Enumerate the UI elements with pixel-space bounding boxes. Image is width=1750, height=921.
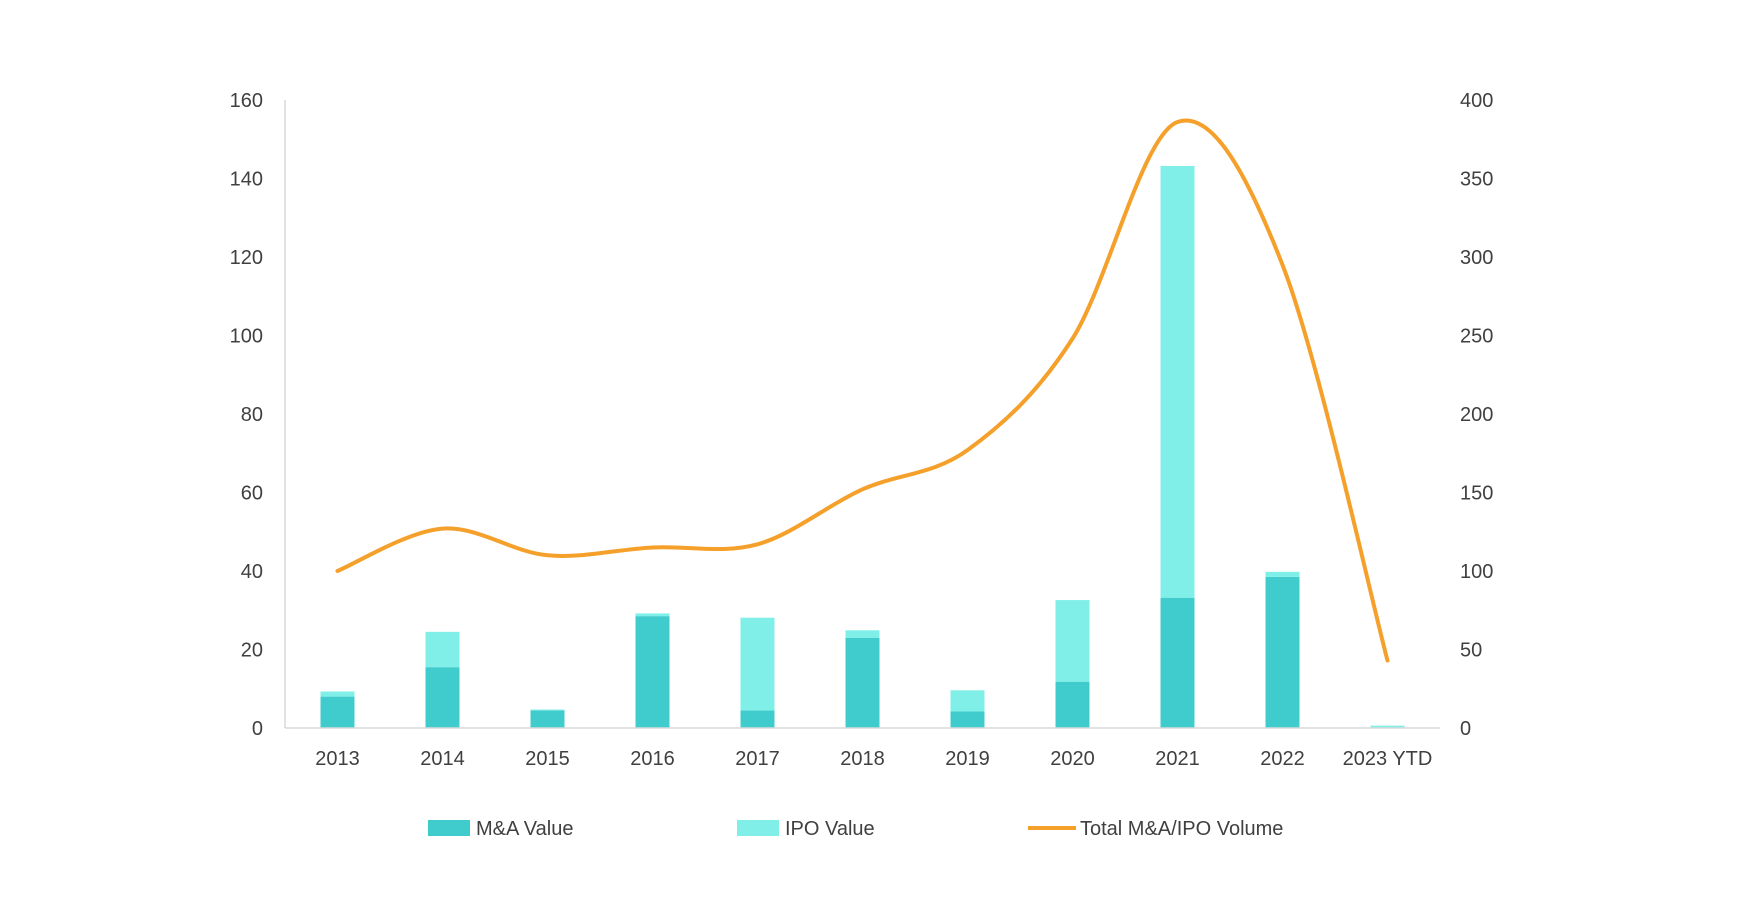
x-tick-label: 2020 bbox=[1050, 748, 1095, 770]
bar-m-a-value-2018 bbox=[846, 638, 880, 728]
bar-ipo-value-2018 bbox=[846, 630, 880, 637]
y-left-tick-label: 100 bbox=[230, 326, 263, 348]
legend-label-m-a-value: M&A Value bbox=[476, 818, 573, 840]
bar-m-a-value-2019 bbox=[951, 712, 985, 728]
x-tick-label: 2022 bbox=[1260, 748, 1305, 770]
y-left-tick-label: 40 bbox=[241, 561, 263, 583]
bar-m-a-value-2017 bbox=[741, 710, 775, 728]
y-right-tick-label: 400 bbox=[1460, 90, 1493, 112]
y-left-tick-label: 120 bbox=[230, 247, 263, 269]
bar-ipo-value-2020 bbox=[1056, 600, 1090, 682]
y-left-tick-label: 140 bbox=[230, 169, 263, 191]
x-tick-label: 2017 bbox=[735, 748, 780, 770]
legend-label-ipo-value: IPO Value bbox=[785, 818, 875, 840]
bar-ipo-value-2019 bbox=[951, 690, 985, 711]
bar-ipo-value-2013 bbox=[321, 691, 355, 696]
bar-m-a-value-2014 bbox=[426, 667, 460, 728]
bar-ipo-value-2016 bbox=[636, 613, 670, 616]
y-right-tick-label: 50 bbox=[1460, 640, 1482, 662]
bar-m-a-value-2020 bbox=[1056, 682, 1090, 728]
line-total-m-a-ipo-volume bbox=[338, 120, 1388, 660]
x-tick-label: 2013 bbox=[315, 748, 360, 770]
y-right-tick-label: 300 bbox=[1460, 247, 1493, 269]
x-tick-label: 2023 YTD bbox=[1343, 748, 1433, 770]
y-right-tick-label: 200 bbox=[1460, 404, 1493, 426]
bar-ipo-value-2022 bbox=[1266, 572, 1300, 577]
legend: M&A Value IPO Value Total M&A/IPO Volume bbox=[428, 818, 1283, 840]
y-right-tick-label: 100 bbox=[1460, 561, 1493, 583]
y-left-tick-label: 20 bbox=[241, 640, 263, 662]
bar-m-a-value-2016 bbox=[636, 616, 670, 728]
x-tick-label: 2018 bbox=[840, 748, 885, 770]
line-layer bbox=[337, 120, 1387, 660]
y-right-tick-label: 350 bbox=[1460, 169, 1493, 191]
x-tick-label: 2016 bbox=[630, 748, 675, 770]
bar-ipo-value-2017 bbox=[741, 618, 775, 711]
bar-ipo-value-2014 bbox=[426, 632, 460, 667]
x-tick-label: 2014 bbox=[420, 748, 465, 770]
legend-swatch-m-a-value bbox=[428, 820, 470, 836]
x-tick-label: 2021 bbox=[1155, 748, 1200, 770]
y-right-tick-label: 150 bbox=[1460, 483, 1493, 505]
x-tick-label: 2019 bbox=[945, 748, 990, 770]
y-right-tick-label: 250 bbox=[1460, 326, 1493, 348]
bars-layer bbox=[321, 166, 1405, 728]
bar-m-a-value-2013 bbox=[321, 697, 355, 728]
bar-m-a-value-2021 bbox=[1161, 598, 1195, 728]
x-tick-label: 2015 bbox=[525, 748, 570, 770]
legend-swatch-ipo-value bbox=[737, 820, 779, 836]
legend-label-total-m-a-ipo-volume: Total M&A/IPO Volume bbox=[1080, 818, 1283, 840]
bar-m-a-value-2015 bbox=[531, 710, 565, 728]
y-right-tick-label: 0 bbox=[1460, 718, 1471, 740]
bar-ipo-value-2021 bbox=[1161, 166, 1195, 598]
bar-ipo-value-2015 bbox=[531, 710, 565, 711]
y-left-tick-label: 60 bbox=[241, 483, 263, 505]
y-left-tick-label: 160 bbox=[230, 90, 263, 112]
bar-m-a-value-2022 bbox=[1266, 577, 1300, 728]
y-left-tick-label: 80 bbox=[241, 404, 263, 426]
y-left-tick-label: 0 bbox=[252, 718, 263, 740]
